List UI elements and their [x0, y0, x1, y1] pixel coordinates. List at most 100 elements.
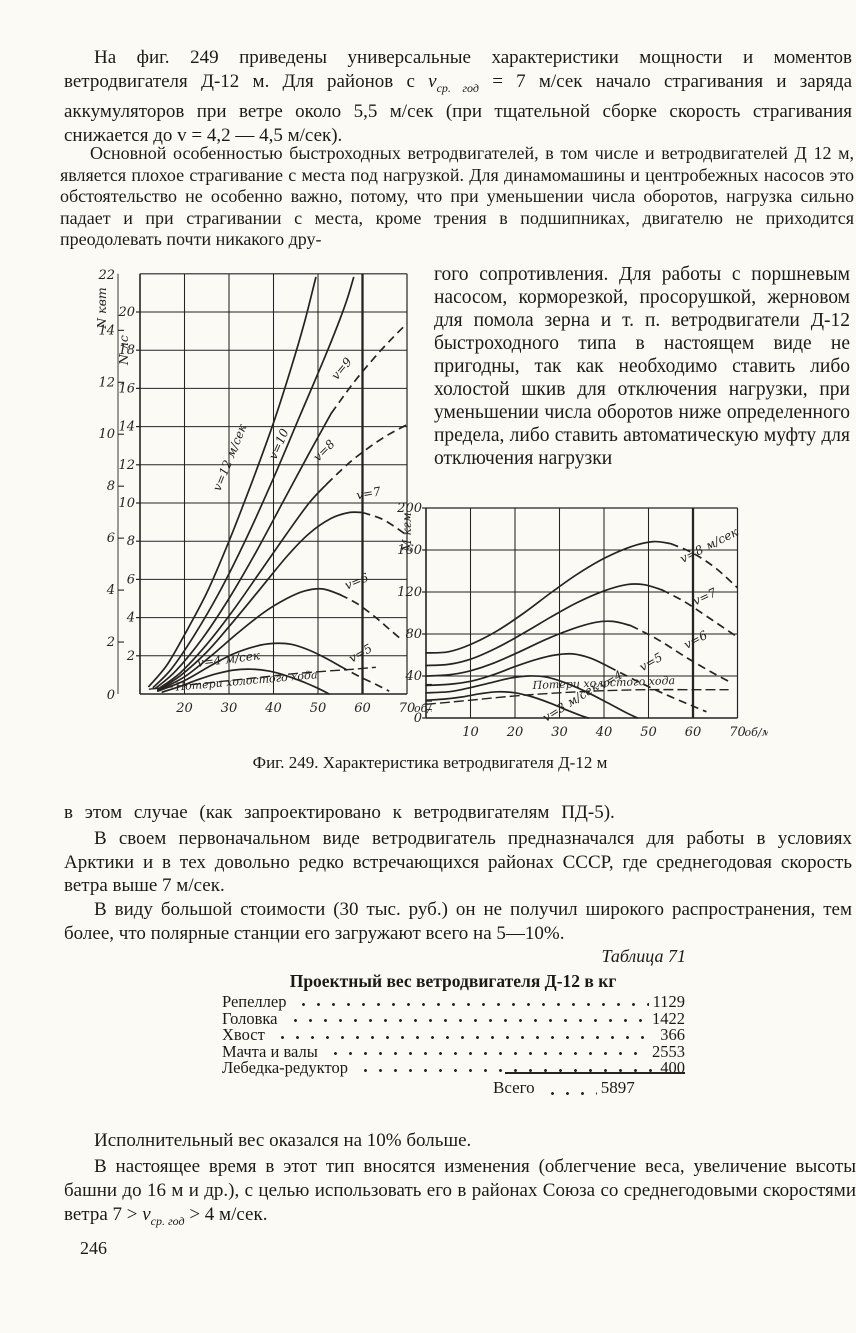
table-row-label: Репеллер: [222, 992, 287, 1011]
y-axis-title: N лс: [116, 335, 131, 366]
table-row-label: Мачта и валы: [222, 1041, 318, 1061]
tick-label: 200: [396, 501, 422, 516]
tick-label: 40: [404, 669, 422, 684]
x-axis-unit: об/мин: [414, 702, 432, 715]
curve-dashed: [608, 665, 707, 713]
tick-label: 30: [551, 725, 568, 740]
tick-label: 40: [264, 701, 282, 716]
curve: [154, 412, 333, 690]
tick-label: 8: [127, 534, 135, 549]
tick-label: 60: [685, 725, 702, 740]
tick-label: 10: [98, 427, 115, 442]
tick-label: 8: [107, 479, 115, 494]
paragraph-cost: В виду большой стоимости (30 тыс. руб.) …: [64, 899, 852, 944]
curve-label: v=9: [328, 354, 355, 382]
table-total-row: Всего 5897: [493, 1078, 685, 1098]
tick-label: 30: [221, 701, 238, 716]
tick-label: 70: [399, 701, 416, 716]
tick-label: 10: [118, 496, 135, 511]
paragraph-intro: На фиг. 249 приведены универсальные хара…: [64, 46, 852, 148]
tick-label: 14: [118, 420, 135, 435]
tick-label: 20: [506, 725, 524, 740]
tick-label: 50: [640, 725, 657, 740]
curve: [425, 652, 610, 687]
dot-leader: [357, 1060, 657, 1073]
tick-label: 60: [354, 701, 371, 716]
curve-label: v=6: [681, 628, 709, 652]
curve-label: v=6: [343, 570, 371, 592]
tick-label: 16: [118, 381, 135, 396]
tick-label: 20: [117, 305, 135, 320]
tick-label: 18: [118, 343, 135, 358]
table-row-label: Головка: [222, 1008, 278, 1028]
curve: [156, 587, 342, 692]
table-row-value: 400: [660, 1058, 685, 1077]
curve: [148, 276, 317, 688]
curve-label: v=8: [310, 437, 337, 464]
tick-label: 12: [118, 458, 135, 473]
curve-dashed: [425, 688, 729, 705]
tick-label: 70: [729, 725, 746, 740]
curve-label: v=5: [346, 641, 374, 665]
curve: [425, 583, 663, 667]
curve-dashed: [661, 589, 738, 638]
dot-leader: [296, 994, 649, 1007]
formula-subscript: ср. год: [150, 1213, 185, 1228]
curve: [425, 690, 590, 719]
formula-variable: v: [142, 1204, 151, 1225]
paragraph-arctic: В своем первоначальном виде ветродвигате…: [64, 828, 852, 896]
x-axis-unit: об/мин: [745, 726, 769, 739]
curve-dashed: [339, 593, 401, 640]
tick-label: 2: [126, 649, 135, 664]
y-axis-title: N квт: [94, 287, 109, 330]
curve-dashed: [630, 624, 729, 683]
curve-label: Потери холостого хода: [174, 668, 318, 693]
curve-dashed: [670, 542, 739, 589]
tick-label: 0: [414, 711, 422, 726]
table-row: Головка 1422: [222, 1008, 685, 1028]
dot-leader: [274, 1027, 657, 1040]
curve: [425, 540, 672, 654]
tick-label: 50: [310, 701, 327, 716]
table-row: Репеллер 1129: [222, 992, 685, 1011]
table-total-value: 5897: [600, 1078, 635, 1097]
curve: [161, 668, 330, 695]
paragraph-text: > 4 м/сек.: [184, 1204, 268, 1225]
tick-label: 40: [595, 725, 613, 740]
curve-label: v=12 м/сек: [210, 421, 250, 493]
curve-dashed: [330, 322, 408, 414]
tick-label: 22: [97, 268, 115, 283]
curve-label: v=8 м/сек: [678, 524, 741, 566]
table-row-value: 2553: [652, 1041, 685, 1061]
tick-label: 10: [462, 725, 479, 740]
curve-label: v=5: [637, 650, 665, 674]
curve: [156, 642, 342, 692]
dot-leader: [544, 1084, 597, 1096]
curve-label: v=7: [355, 484, 382, 502]
table-title: Проектный вес ветродвигателя Д-12 в кг: [289, 971, 617, 991]
table-row-label: Лебедка-редуктор: [222, 1058, 348, 1077]
dot-leader: [327, 1044, 648, 1056]
curve-dashed: [148, 666, 376, 690]
weight-table: Репеллер 1129 Головка 1422 Хвост 366 Мачта и в…: [222, 992, 685, 1077]
figure-caption: Фиг. 249. Характеристика ветродвигателя …: [252, 753, 608, 772]
paragraph-text: На фиг. 249 приведены универсальные хара…: [64, 47, 852, 92]
tick-label: 4: [106, 583, 115, 598]
paragraph-continuation: в этом случае (как запроектировано к вет…: [64, 802, 615, 823]
table-row: Хвост 366: [222, 1025, 685, 1044]
table-row: Мачта и валы 2553: [222, 1041, 685, 1061]
table-row-label: Хвост: [222, 1025, 265, 1044]
curve: [425, 675, 639, 719]
dot-leader: [287, 1011, 648, 1023]
tick-label: 160: [397, 543, 422, 558]
curve: [152, 276, 355, 689]
tick-label: 6: [107, 531, 115, 546]
table-row-value: 1422: [652, 1008, 685, 1028]
curve: [156, 511, 364, 692]
tick-label: 80: [405, 627, 422, 642]
tick-label: 6: [127, 572, 135, 587]
paragraph-text: В настоящее время в этот тип вносятся из…: [64, 1156, 856, 1225]
